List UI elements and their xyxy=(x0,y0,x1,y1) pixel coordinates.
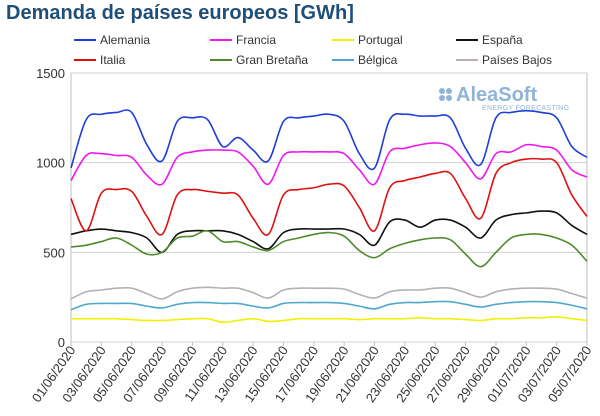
series-line-belgica xyxy=(70,300,588,311)
series-line-gran-bretana xyxy=(70,229,588,268)
y-tick-label-1: 500 xyxy=(43,245,65,260)
series-line-italia xyxy=(70,157,588,236)
legend-label-alemania: Alemania xyxy=(100,33,150,47)
logo-subtext: ENERGY FORECASTING xyxy=(482,105,569,112)
logo-dot-4 xyxy=(446,95,452,101)
legend-label-paises-bajos: Países Bajos xyxy=(482,53,552,67)
series-line-paises-bajos xyxy=(70,286,588,300)
logo-dot-3 xyxy=(439,95,445,101)
legend-label-belgica: Bélgica xyxy=(358,53,398,67)
y-tick-label-0: 0 xyxy=(58,335,65,350)
y-tick-label-2: 1000 xyxy=(36,156,65,171)
y-tick-label-3: 1500 xyxy=(36,66,65,81)
logo-dot-2 xyxy=(446,88,452,94)
series-line-alemania xyxy=(70,109,588,171)
series-line-francia xyxy=(70,142,588,186)
series-line-espana xyxy=(70,210,588,254)
legend-label-gran-bretana: Gran Bretaña xyxy=(236,53,308,67)
legend-label-espana: España xyxy=(482,33,523,47)
legend-label-portugal: Portugal xyxy=(358,33,403,47)
logo-text: AleaSoft xyxy=(456,84,537,106)
legend-label-francia: Francia xyxy=(236,33,276,47)
legend-label-italia: Italia xyxy=(100,53,126,67)
logo-dot-1 xyxy=(439,88,445,94)
chart-title: Demanda de países europeos [GWh] xyxy=(6,2,354,24)
series-line-portugal xyxy=(71,316,588,324)
